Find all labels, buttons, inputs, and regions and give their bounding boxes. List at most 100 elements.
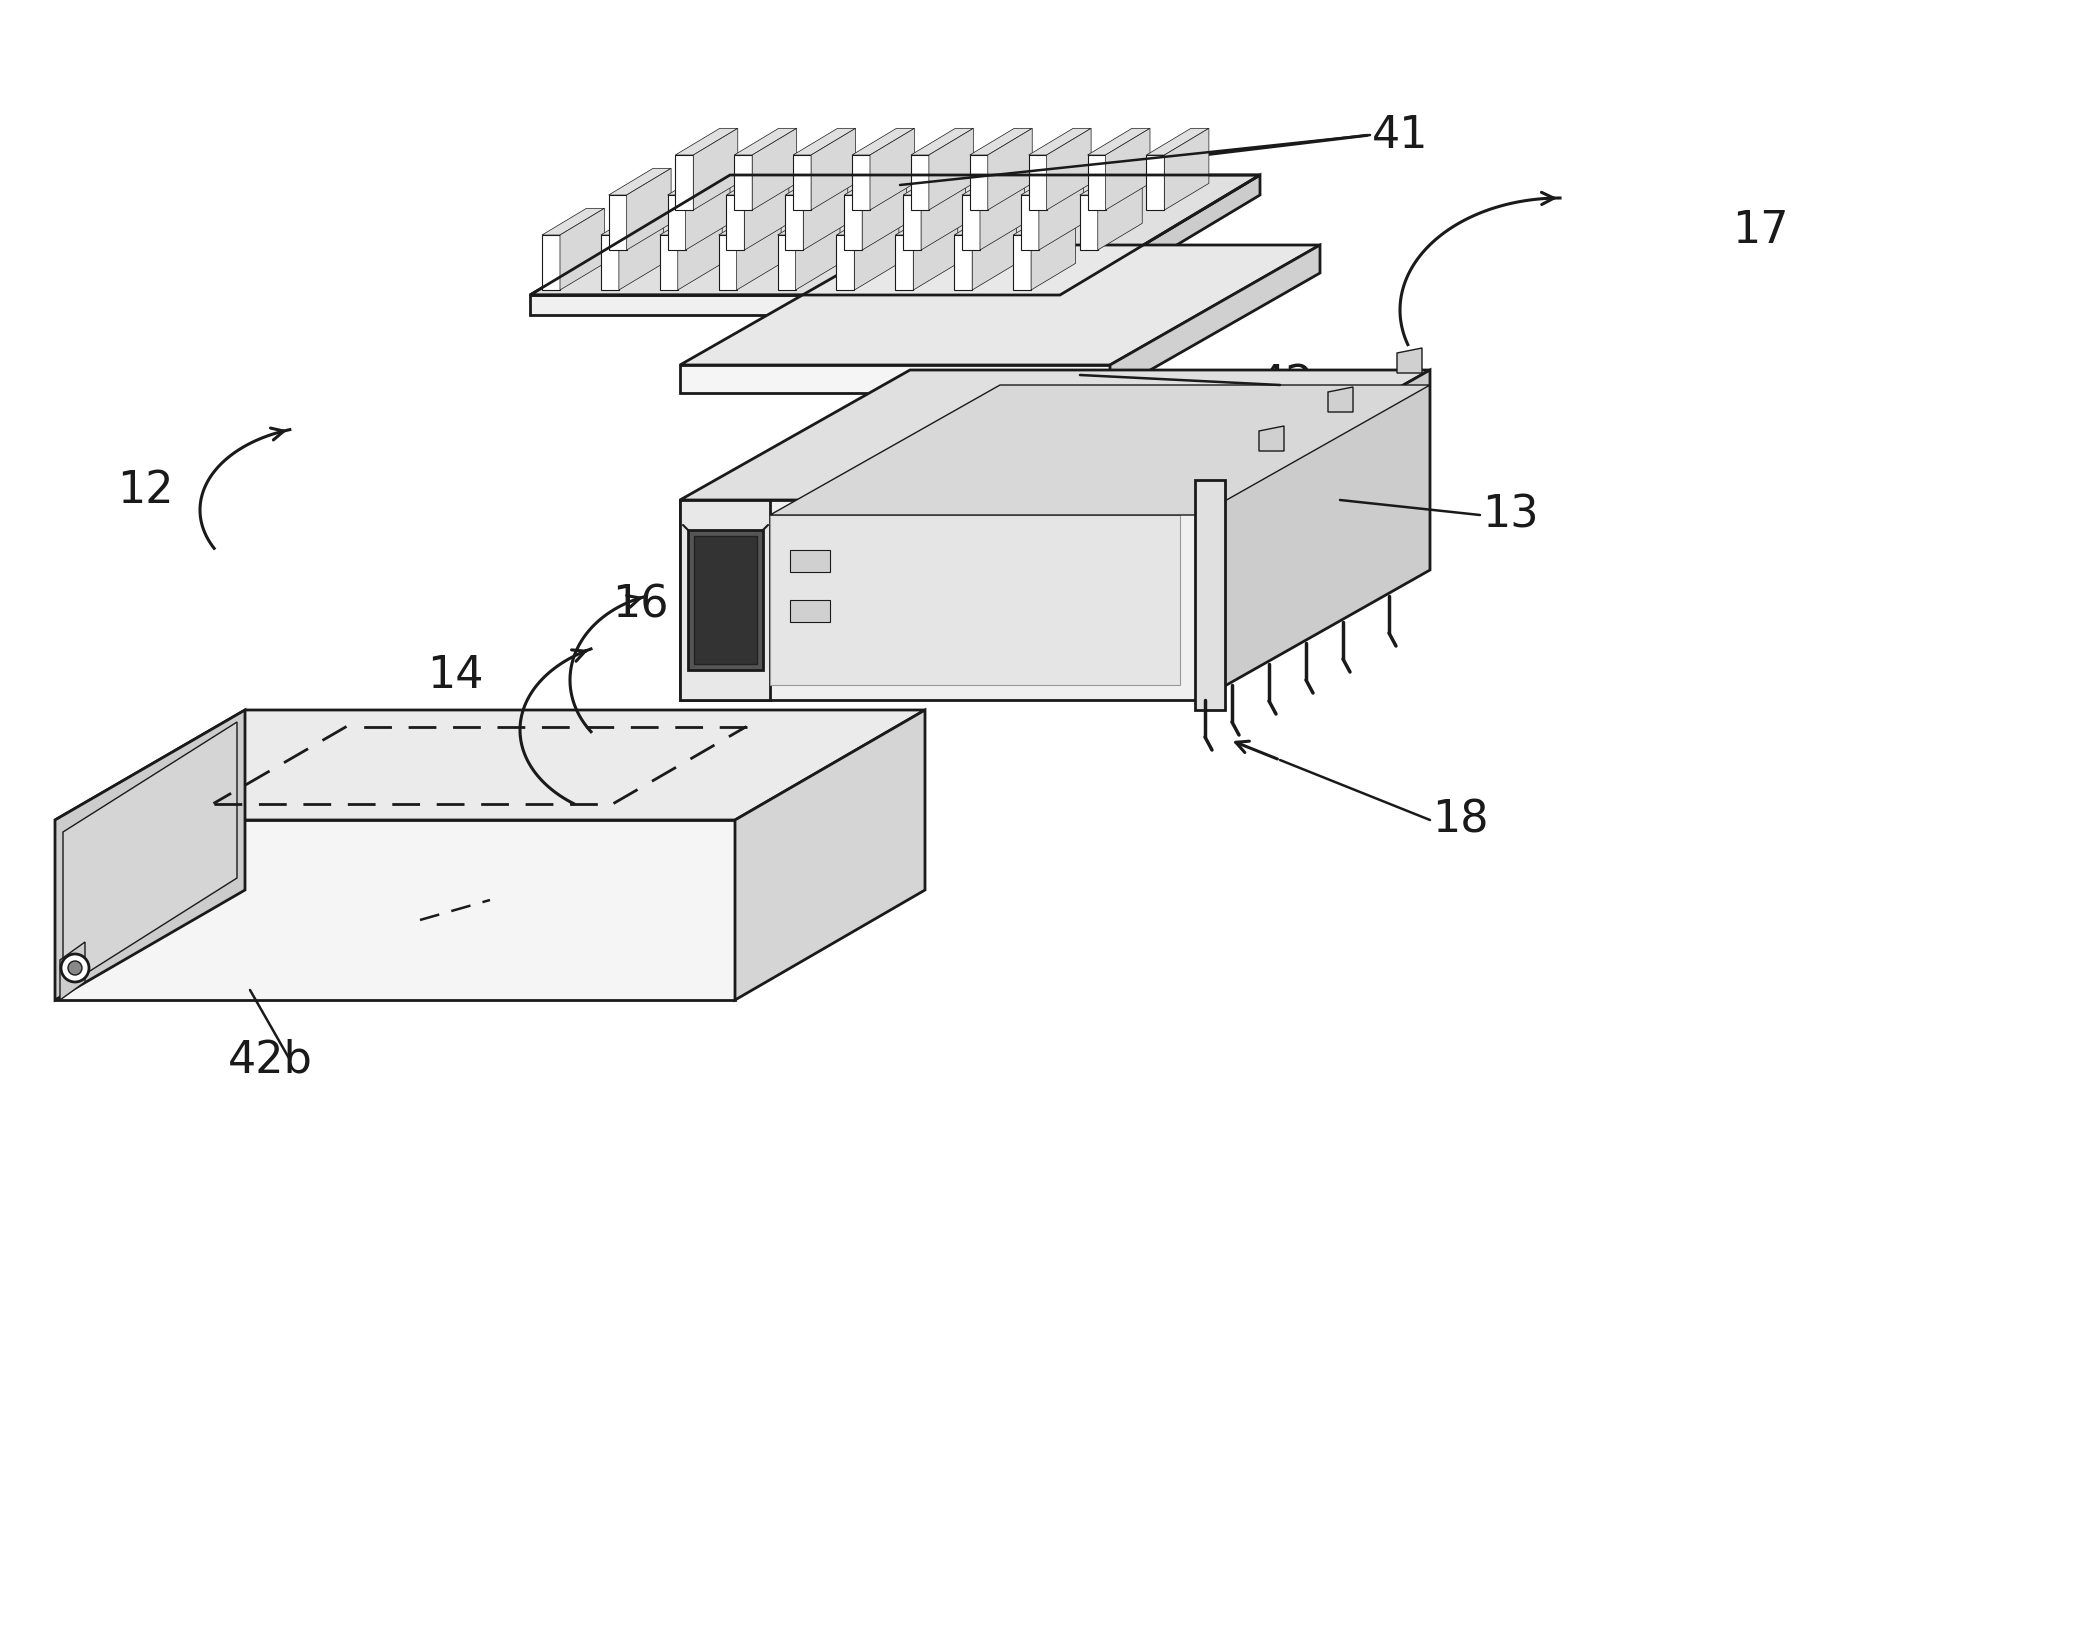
Text: 11: 11 [363, 898, 419, 942]
Text: 13: 13 [1482, 493, 1538, 537]
Polygon shape [543, 234, 560, 290]
Polygon shape [679, 246, 1320, 364]
Polygon shape [727, 168, 788, 195]
Polygon shape [973, 208, 1017, 290]
Polygon shape [734, 155, 752, 210]
Polygon shape [790, 550, 830, 573]
Polygon shape [1079, 168, 1142, 195]
Polygon shape [694, 129, 738, 210]
Text: 42b: 42b [228, 1038, 312, 1082]
Polygon shape [675, 155, 694, 210]
Text: 14: 14 [428, 654, 484, 696]
Polygon shape [920, 168, 966, 251]
Polygon shape [752, 129, 796, 210]
Polygon shape [792, 129, 855, 155]
Polygon shape [679, 499, 769, 700]
Polygon shape [836, 234, 855, 290]
Polygon shape [694, 535, 757, 664]
Polygon shape [719, 208, 782, 234]
Polygon shape [63, 722, 237, 988]
Polygon shape [790, 600, 830, 622]
Polygon shape [970, 129, 1031, 155]
Polygon shape [903, 168, 966, 195]
Polygon shape [602, 208, 662, 234]
Polygon shape [1088, 155, 1105, 210]
Polygon shape [736, 208, 782, 290]
Polygon shape [1040, 168, 1084, 251]
Polygon shape [914, 208, 958, 290]
Polygon shape [811, 129, 855, 210]
Polygon shape [1046, 129, 1092, 210]
Polygon shape [627, 168, 671, 251]
Polygon shape [1329, 387, 1354, 412]
Text: 41: 41 [1371, 114, 1427, 156]
Polygon shape [870, 129, 914, 210]
Polygon shape [962, 195, 981, 251]
Polygon shape [1012, 234, 1031, 290]
Polygon shape [778, 234, 796, 290]
Text: 42a: 42a [1258, 363, 1341, 407]
Polygon shape [792, 155, 811, 210]
Polygon shape [543, 208, 604, 234]
Polygon shape [1029, 155, 1046, 210]
Polygon shape [1147, 129, 1209, 155]
Polygon shape [786, 195, 803, 251]
Polygon shape [61, 942, 86, 1001]
Polygon shape [954, 208, 1017, 234]
Polygon shape [855, 208, 899, 290]
Polygon shape [796, 208, 840, 290]
Polygon shape [679, 364, 1111, 394]
Polygon shape [602, 234, 618, 290]
Polygon shape [744, 168, 788, 251]
Text: 16: 16 [612, 584, 669, 626]
Polygon shape [845, 195, 861, 251]
Polygon shape [618, 208, 662, 290]
Polygon shape [727, 195, 744, 251]
Polygon shape [1012, 208, 1075, 234]
Polygon shape [836, 208, 899, 234]
Polygon shape [970, 155, 987, 210]
Text: 12: 12 [117, 469, 174, 511]
Polygon shape [1061, 176, 1260, 316]
Polygon shape [1029, 129, 1092, 155]
Polygon shape [1079, 195, 1098, 251]
Polygon shape [660, 208, 723, 234]
Circle shape [67, 962, 82, 975]
Polygon shape [54, 820, 736, 1001]
Polygon shape [687, 530, 763, 670]
Polygon shape [1260, 426, 1285, 451]
Polygon shape [895, 234, 914, 290]
Polygon shape [981, 168, 1025, 251]
Polygon shape [1098, 168, 1142, 251]
Polygon shape [962, 168, 1025, 195]
Polygon shape [778, 208, 840, 234]
Polygon shape [608, 195, 627, 251]
Polygon shape [530, 294, 1061, 316]
Polygon shape [929, 129, 973, 210]
Polygon shape [1031, 208, 1075, 290]
Polygon shape [1201, 369, 1429, 700]
Polygon shape [987, 129, 1031, 210]
Polygon shape [1147, 155, 1165, 210]
Polygon shape [54, 709, 924, 820]
Polygon shape [769, 516, 1180, 685]
Polygon shape [679, 369, 1429, 499]
Polygon shape [895, 208, 958, 234]
Polygon shape [685, 168, 729, 251]
Polygon shape [1105, 129, 1151, 210]
Polygon shape [667, 195, 685, 251]
Polygon shape [912, 129, 973, 155]
Polygon shape [719, 234, 736, 290]
Polygon shape [667, 168, 729, 195]
Polygon shape [1021, 168, 1084, 195]
Polygon shape [734, 129, 796, 155]
Polygon shape [608, 168, 671, 195]
Polygon shape [660, 234, 677, 290]
Polygon shape [903, 195, 920, 251]
Polygon shape [861, 168, 908, 251]
Polygon shape [1111, 246, 1320, 394]
Polygon shape [1195, 480, 1224, 709]
Text: 18: 18 [1432, 799, 1488, 841]
Polygon shape [530, 176, 1260, 294]
Polygon shape [851, 129, 914, 155]
